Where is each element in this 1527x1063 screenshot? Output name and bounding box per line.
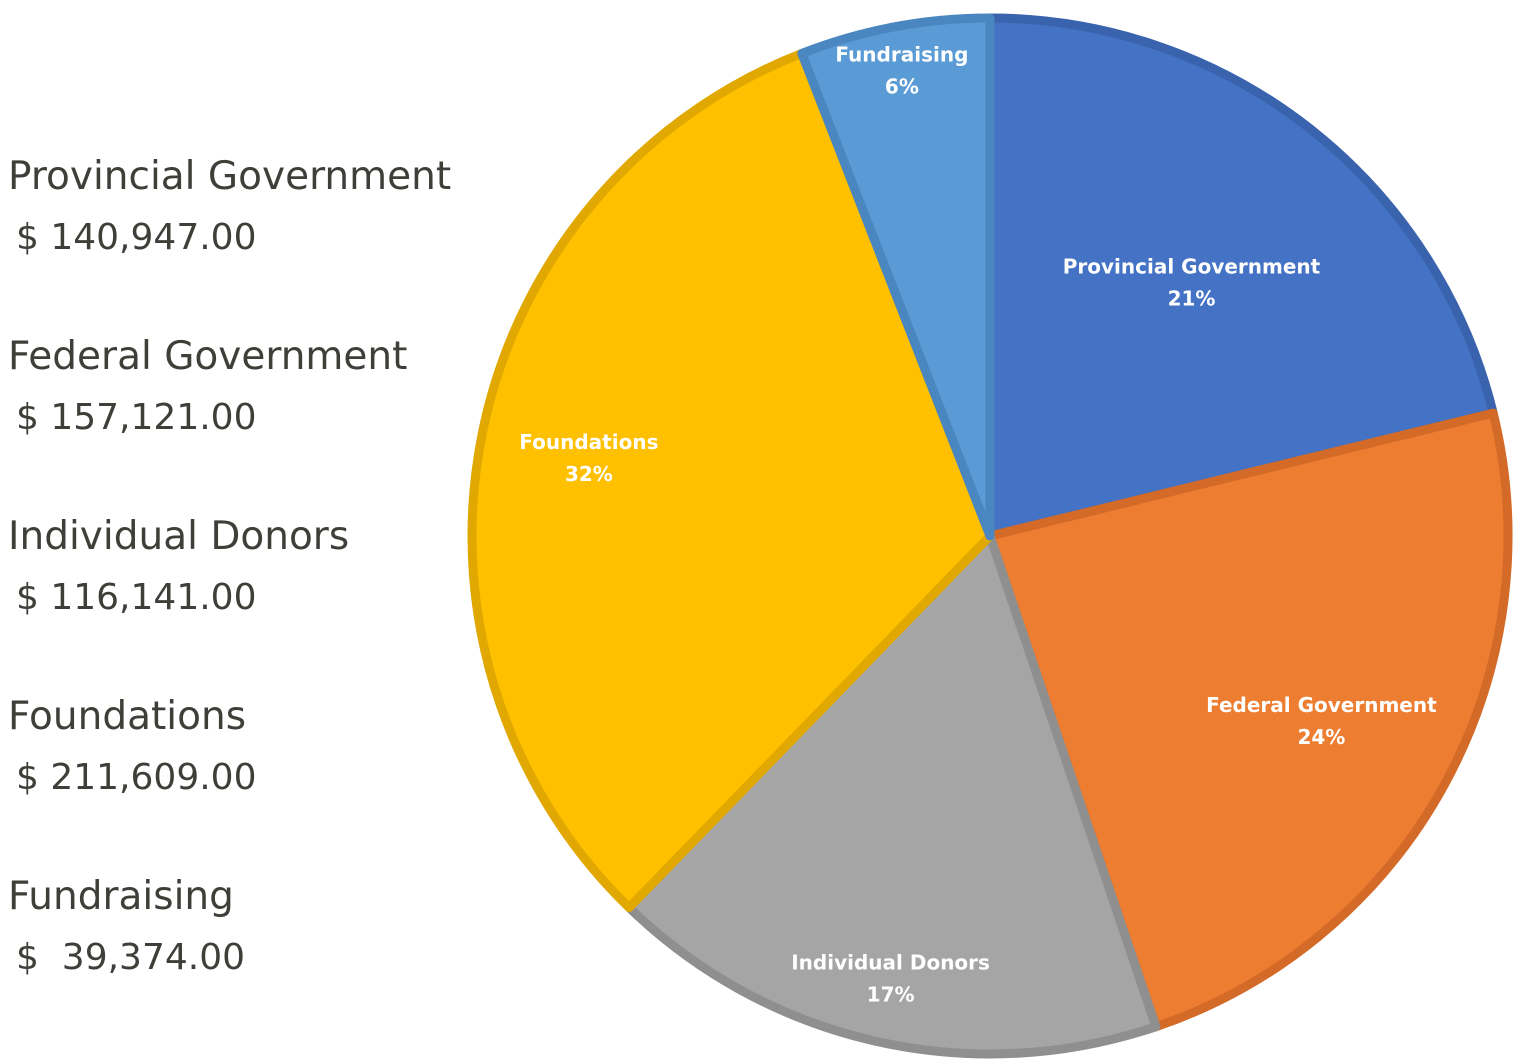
amount-entry-value: $ 140,947.00 [16, 217, 257, 258]
amount-entry-foundations: Foundations $ 211,609.00 [8, 688, 458, 868]
amount-entry-federal: Federal Government $ 157,121.00 [8, 328, 458, 508]
amount-entry-value: $ 39,374.00 [16, 937, 246, 978]
amount-entry-fundraising: Fundraising $ 39,374.00 [8, 868, 458, 1048]
amount-entry-name: Fundraising [8, 874, 234, 919]
amount-entry-individual-donors: Individual Donors $ 116,141.00 [8, 508, 458, 688]
slice-label-provincial-government: Provincial Government 21% [1063, 254, 1321, 310]
slice-label-individual-donors: Individual Donors 17% [791, 951, 990, 1007]
amount-entry-provincial: Provincial Government $ 140,947.00 [8, 148, 458, 328]
pie-slice-fundraising [797, 13, 995, 541]
amount-entry-name: Foundations [8, 694, 247, 739]
slice-label-federal-government: Federal Government 24% [1206, 693, 1437, 749]
pie-slice-provincial-government [985, 13, 1498, 541]
pie-slice-individual-donors [624, 531, 1161, 1059]
pie-slice-foundations [467, 48, 995, 913]
amount-entry-value: $ 116,141.00 [16, 577, 257, 618]
slice-label-fundraising: Fundraising 6% [835, 43, 968, 99]
amount-entry-value: $ 211,609.00 [16, 757, 257, 798]
slice-label-foundations: Foundations 32% [519, 430, 658, 486]
pie-slice-federal-government [985, 408, 1513, 1032]
amount-list: Provincial Government $ 140,947.00 Feder… [8, 148, 458, 1048]
amount-entry-value: $ 157,121.00 [16, 397, 257, 438]
amount-entry-name: Individual Donors [8, 514, 350, 559]
amount-entry-name: Federal Government [8, 334, 408, 379]
amount-entry-name: Provincial Government [8, 154, 452, 199]
